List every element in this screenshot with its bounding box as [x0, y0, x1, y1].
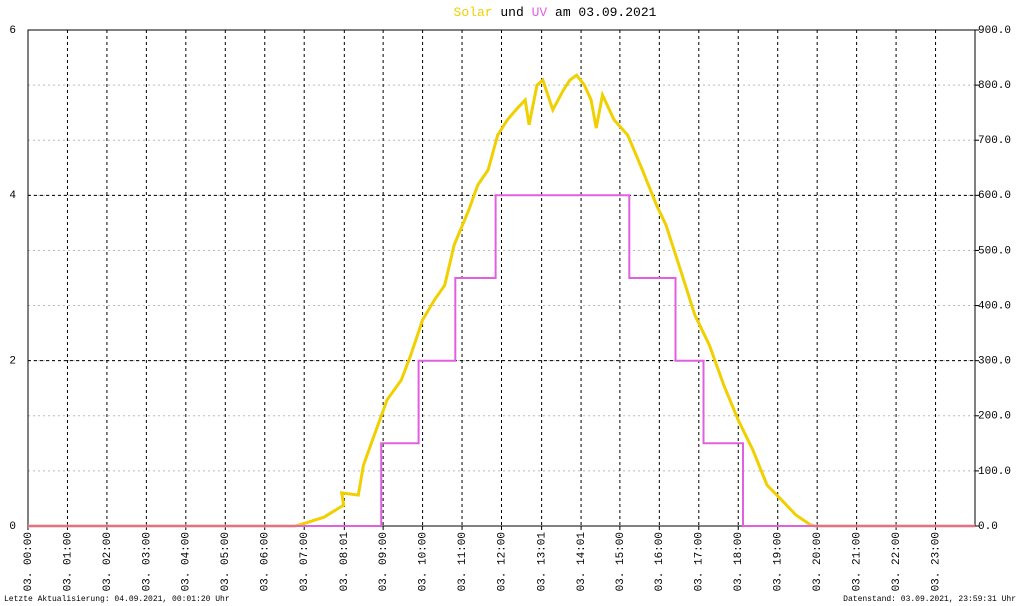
y2-tick-label: 700.0 — [978, 135, 1011, 147]
y-tick-label: 4 — [9, 190, 16, 202]
x-tick-label: 03. 15:00 — [615, 532, 627, 591]
x-tick-label: 03. 10:00 — [417, 532, 429, 591]
series-line — [28, 73, 975, 528]
x-tick-label: 03. 07:00 — [299, 532, 311, 591]
y-tick-label: 6 — [9, 25, 16, 37]
x-tick-label: 03. 22:00 — [891, 532, 903, 591]
title-solar: Solar — [454, 5, 493, 20]
y2-tick-label: 900.0 — [978, 25, 1011, 37]
y2-tick-label: 300.0 — [978, 356, 1011, 368]
x-tick-label: 03. 11:00 — [457, 532, 469, 591]
chart-title: Solar und UV am 03.09.2021 — [454, 5, 657, 20]
y2-tick-label: 500.0 — [978, 245, 1011, 257]
y2-tick-label: 800.0 — [978, 80, 1011, 92]
x-tick-label: 03. 18:00 — [733, 532, 745, 591]
x-tick-label: 03. 02:00 — [102, 532, 114, 591]
x-tick-label: 03. 00:00 — [23, 532, 35, 591]
y-tick-label: 2 — [9, 356, 16, 368]
x-tick-label: 03. 20:00 — [812, 532, 824, 591]
x-tick-label: 03. 13:01 — [537, 532, 549, 592]
series-line — [28, 194, 975, 527]
x-tick-label: 03. 17:00 — [694, 532, 706, 591]
y2-tick-label: 0.0 — [978, 521, 998, 533]
title-date: am 03.09.2021 — [555, 5, 657, 20]
y2-tick-label: 600.0 — [978, 190, 1011, 202]
x-tick-label: 03. 01:00 — [62, 532, 74, 591]
y2-tick-label: 100.0 — [978, 466, 1011, 478]
x-tick-label: 03. 21:00 — [852, 532, 864, 591]
x-tick-label: 03. 05:00 — [220, 532, 232, 591]
x-tick-label: 03. 23:00 — [930, 532, 942, 591]
title-uv: UV — [532, 5, 548, 20]
x-tick-label: 03. 12:00 — [496, 532, 508, 591]
x-tick-label: 03. 08:01 — [339, 532, 351, 592]
x-tick-label: 03. 06:00 — [260, 532, 272, 591]
footer-left: Letzte Aktualisierung: 04.09.2021, 00:01… — [4, 595, 230, 604]
footer-right: Datenstand: 03.09.2021, 23:59:31 Uhr — [843, 595, 1016, 604]
title-connector: und — [500, 5, 523, 20]
x-tick-label: 03. 09:00 — [378, 532, 390, 591]
x-tick-label: 03. 04:00 — [181, 532, 193, 591]
x-tick-label: 03. 19:00 — [773, 532, 785, 591]
plot-border — [27, 29, 976, 527]
x-tick-label: 03. 03:00 — [141, 532, 153, 591]
x-tick-label: 03. 16:00 — [654, 532, 666, 591]
y2-tick-label: 200.0 — [978, 411, 1011, 423]
y2-tick-label: 400.0 — [978, 300, 1011, 312]
y-tick-label: 0 — [9, 521, 16, 533]
x-tick-label: 03. 14:01 — [576, 532, 588, 592]
